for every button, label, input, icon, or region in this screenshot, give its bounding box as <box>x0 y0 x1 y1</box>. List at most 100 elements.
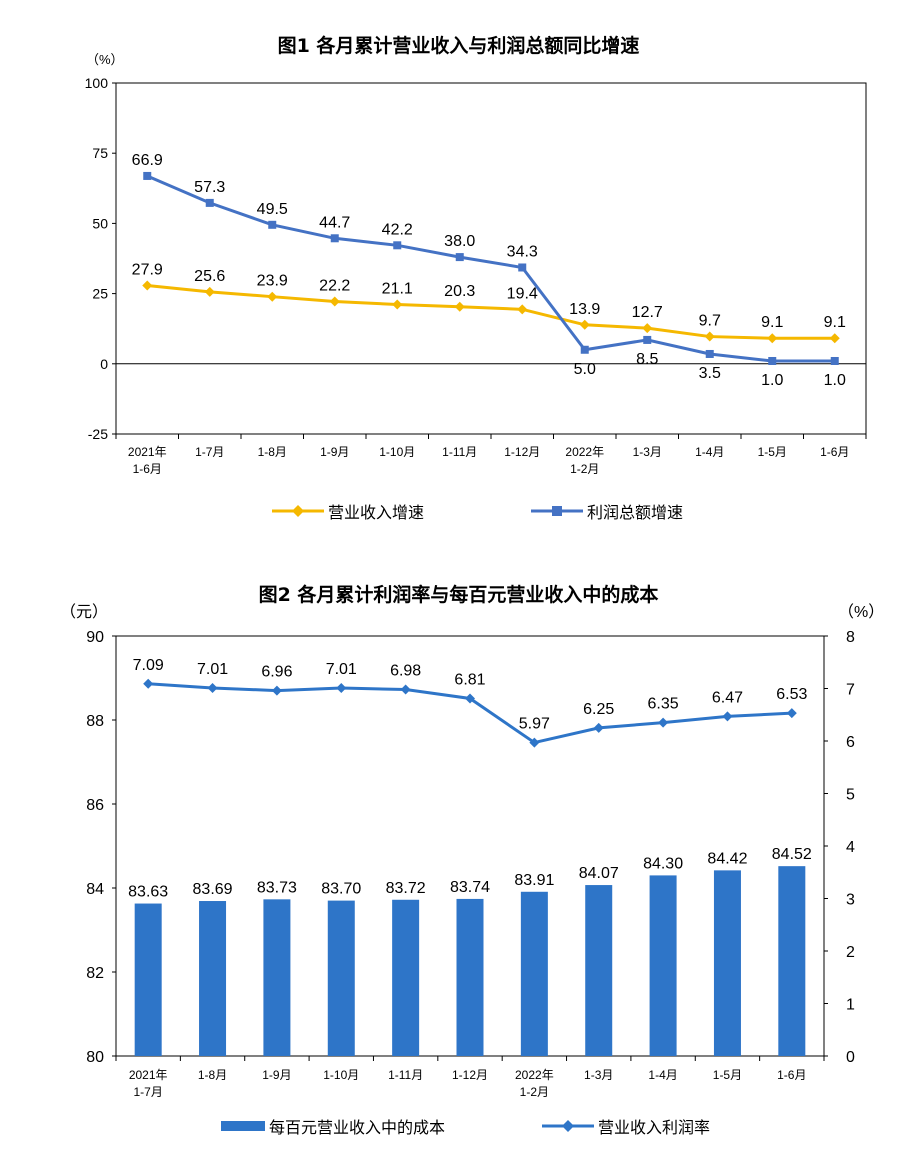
chart1-point-revenue <box>267 291 278 302</box>
chart2-xtick-label: 1-4月 <box>648 1068 677 1082</box>
chart2-right-ytick-label: 4 <box>846 839 855 856</box>
chart1-point-profit <box>268 220 277 229</box>
chart1-data-label: 12.7 <box>632 304 663 321</box>
chart2-point-margin <box>465 693 475 704</box>
chart1-data-label: 5.0 <box>574 361 596 378</box>
chart1-ytick-label: -25 <box>88 426 108 442</box>
chart2-bar-cost <box>134 903 162 1056</box>
chart1-xtick-label: 1-10月 <box>379 445 415 459</box>
chart2-right-ytick-label: 7 <box>846 682 855 699</box>
chart2-right-ytick-label: 0 <box>846 1049 855 1066</box>
chart2-bar-label: 84.42 <box>707 850 747 867</box>
chart1-point-profit <box>330 234 339 243</box>
chart1-point-revenue <box>454 301 465 312</box>
legend-cost-label: 每百元营业收入中的成本 <box>269 1118 446 1137</box>
chart1-ytick-label: 75 <box>92 145 108 161</box>
chart1-point-profit <box>455 253 464 262</box>
chart2-bar-label: 84.52 <box>772 846 812 863</box>
chart1-data-label: 9.1 <box>761 314 783 331</box>
chart2-xtick-label: 1-3月 <box>584 1068 613 1082</box>
chart2-line-label: 6.25 <box>583 701 614 718</box>
chart1-legend-item-profit: 利润总额增速 <box>531 499 683 523</box>
chart1-data-label: 57.3 <box>194 179 225 196</box>
chart1-point-revenue <box>767 333 778 344</box>
chart1-point-profit <box>393 241 402 250</box>
chart2-left-ytick-label: 80 <box>86 1049 104 1066</box>
chart2-left-ytick-label: 88 <box>86 713 104 730</box>
chart2-right-ytick-label: 1 <box>846 997 855 1014</box>
chart2-point-margin <box>143 678 154 689</box>
chart2-bar-cost <box>520 891 548 1056</box>
chart2-bar-cost <box>649 875 677 1056</box>
chart2-bar-label: 84.30 <box>643 855 683 872</box>
chart1-xtick-label: 1-11月 <box>442 445 477 459</box>
chart1-xtick-label: 1-8月 <box>258 445 287 459</box>
chart2-point-margin <box>593 722 604 733</box>
chart2-point-margin <box>658 717 669 728</box>
chart2-bar-cost <box>327 900 355 1056</box>
chart1-data-label: 9.7 <box>699 313 721 330</box>
legend-cost-swatch <box>221 1121 265 1131</box>
chart1-point-revenue <box>579 319 590 330</box>
chart2-bar-label: 83.73 <box>257 879 297 896</box>
legend-margin-label: 营业收入利润率 <box>598 1118 711 1137</box>
chart2-bar-label: 83.72 <box>386 880 426 897</box>
chart1-data-label: 20.3 <box>444 283 475 300</box>
chart1-title: 图1 各月累计营业收入与利润总额同比增速 <box>277 35 640 57</box>
chart1-data-label: 1.0 <box>761 372 783 389</box>
chart1-data-label: 38.0 <box>444 233 475 250</box>
chart1-point-profit <box>768 356 777 365</box>
chart2-bar-cost <box>199 901 227 1056</box>
chart1-plot: （%） 100 75 50 25 0 -25 2021年 1-6月 1-7月 1-8月 1-9月 1-1… <box>85 52 867 476</box>
chart2-legend-item-cost: 每百元营业收入中的成本 <box>221 1114 445 1138</box>
chart2-bar-cost <box>456 898 484 1056</box>
chart1-data-label: 49.5 <box>257 201 288 218</box>
chart2-xtick-label: 1-5月 <box>713 1068 742 1082</box>
chart1-point-profit <box>205 198 214 207</box>
chart2-line-label: 5.97 <box>519 716 550 733</box>
chart2-xtick-label: 1-6月 <box>777 1068 806 1082</box>
chart1-point-profit <box>643 335 652 344</box>
chart1-data-label: 1.0 <box>824 372 846 389</box>
chart1-point-profit <box>830 356 839 365</box>
legend-margin-swatch <box>542 1120 594 1132</box>
chart2-bar-label: 83.74 <box>450 879 490 896</box>
chart2-line-label: 6.35 <box>648 696 679 713</box>
chart1-point-profit <box>705 349 714 358</box>
chart2-point-margin <box>400 684 411 695</box>
chart2-bar-label: 83.70 <box>321 881 361 898</box>
chart2-line-label: 6.81 <box>454 671 485 688</box>
chart1-data-label: 8.5 <box>636 351 658 368</box>
chart1-data-label: 13.9 <box>569 301 600 318</box>
chart1-xtick-label: 1-5月 <box>758 445 787 459</box>
chart1-data-label: 27.9 <box>132 261 163 278</box>
chart2-xtick-label: 2021年 1-7月 <box>129 1068 168 1099</box>
chart2-bar-cost <box>392 899 420 1056</box>
chart1-series-line-0 <box>147 283 835 340</box>
chart1-ytick-label: 25 <box>92 286 108 302</box>
chart2-legend-item-margin: 营业收入利润率 <box>542 1114 710 1138</box>
chart1-point-profit <box>518 263 527 272</box>
chart2-right-ytick-label: 3 <box>846 892 855 909</box>
chart1-point-revenue <box>642 323 653 334</box>
chart2-point-margin <box>529 737 540 748</box>
chart1-data-label: 23.9 <box>257 273 288 290</box>
chart1-series-line-1 <box>146 174 835 363</box>
chart2-right-ytick-label: 6 <box>846 734 855 751</box>
chart2-point-margin <box>722 711 733 722</box>
chart2-left-ytick-label: 86 <box>86 797 104 814</box>
chart1-data-label: 9.1 <box>824 314 846 331</box>
chart1-point-revenue <box>517 304 528 315</box>
chart1-data-label: 19.4 <box>507 285 538 302</box>
chart2-margin-line <box>148 682 792 745</box>
chart1-data-label: 34.3 <box>507 243 538 260</box>
chart2-left-ytick-label: 90 <box>86 629 104 646</box>
chart2-title: 图2 各月累计利润率与每百元营业收入中的成本 <box>258 584 659 606</box>
chart2-line-label: 7.01 <box>326 661 357 678</box>
chart1-xtick-label: 2022年 1-2月 <box>565 445 604 476</box>
chart1-data-label: 25.6 <box>194 268 225 285</box>
chart2-bar-cost <box>585 885 613 1056</box>
chart2-bar-label: 83.69 <box>193 881 233 898</box>
chart2-xtick-label: 1-9月 <box>262 1068 291 1082</box>
chart2-line-label: 7.09 <box>133 657 164 674</box>
